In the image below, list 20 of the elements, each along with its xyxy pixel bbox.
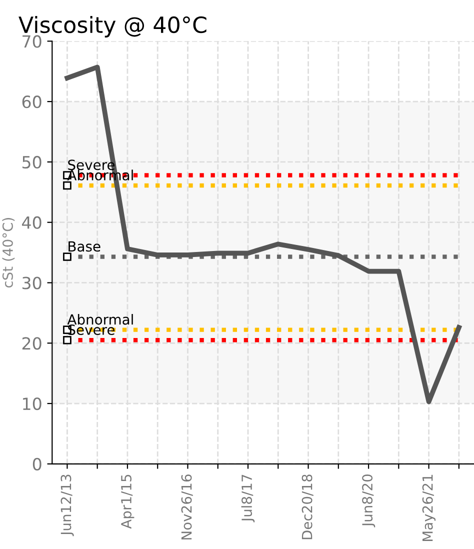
x-tick-label: Apr1/15 — [121, 474, 134, 529]
x-tick-label: Dec20/18 — [302, 474, 314, 540]
x-tick-label: Jun8/20 — [362, 474, 376, 528]
y-tick-label: 60 — [22, 96, 42, 108]
line-series — [64, 64, 462, 404]
x-tick-label: May26/21 — [422, 474, 436, 542]
y-tick-label: 0 — [32, 458, 42, 470]
y-tick-label: 30 — [22, 276, 42, 290]
y-tick-label: 20 — [22, 337, 42, 350]
ref-line-label: Base — [68, 241, 100, 252]
x-tick-label: Nov26/16 — [181, 474, 193, 540]
ref-line-label: Abnormal — [67, 314, 133, 325]
x-tick-label: Jun12/13 — [60, 474, 74, 536]
y-tick-label: 70 — [22, 35, 42, 48]
chart-title: Viscosity @ 40°C — [18, 16, 206, 38]
y-axis-title: cSt (40°C) — [2, 218, 15, 288]
x-tick-label: Jul8/17 — [241, 474, 255, 522]
y-tick-label: 10 — [23, 397, 42, 410]
y-tick-label: 40 — [22, 216, 42, 229]
y-tick-label: 50 — [22, 156, 42, 169]
